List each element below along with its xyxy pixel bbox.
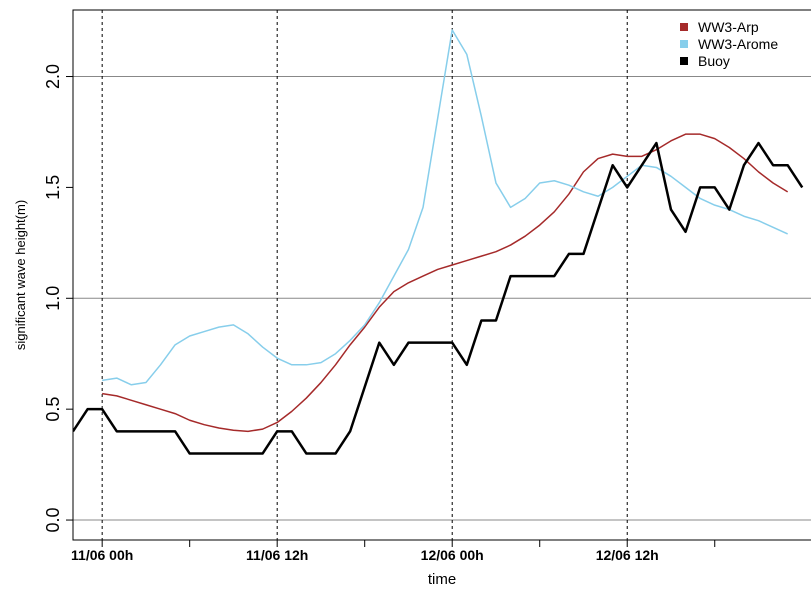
legend-label: WW3-Arome <box>698 36 778 52</box>
legend-swatch <box>680 40 688 48</box>
x-tick-label: 12/06 00h <box>421 547 484 563</box>
line-series <box>102 133 789 433</box>
legend-swatch <box>680 57 688 65</box>
x-tick-label: 11/06 12h <box>246 547 308 563</box>
y-tick-label: 1.5 <box>43 175 63 200</box>
y-axis-label: significant wave height(m) <box>13 200 28 350</box>
legend-label: Buoy <box>698 53 730 69</box>
y-tick-label: 2.0 <box>43 64 63 89</box>
line-series <box>102 29 788 386</box>
x-tick-label: 12/06 12h <box>596 547 659 563</box>
legend-swatch <box>680 23 688 31</box>
plot-frame <box>72 9 811 541</box>
x-tick-label: 11/06 00h <box>71 547 133 563</box>
y-tick-label: 0.0 <box>43 508 63 533</box>
plot-area <box>73 29 804 455</box>
legend-label: WW3-Arp <box>698 19 759 35</box>
line-series <box>73 141 804 455</box>
x-axis-label: time <box>428 571 456 588</box>
y-tick-label: 1.0 <box>43 286 63 311</box>
y-tick-label: 0.5 <box>43 397 63 422</box>
